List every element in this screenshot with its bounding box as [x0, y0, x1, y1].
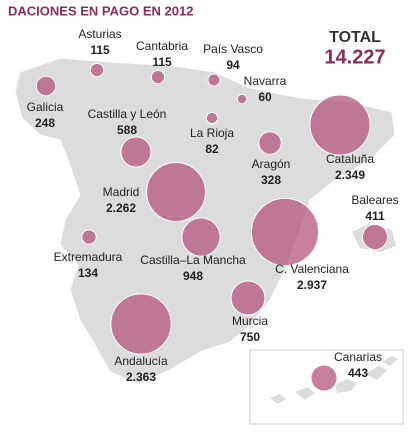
region-name: Castilla–La Mancha	[140, 253, 246, 267]
region-value: 2.262	[106, 201, 136, 215]
region-value: 948	[183, 269, 203, 283]
region-bubble	[258, 131, 282, 155]
region-bubble	[146, 162, 206, 222]
region-name: Extremadura	[54, 250, 123, 264]
region-value: 2.937	[297, 278, 327, 292]
region-name: Galicia	[27, 100, 64, 114]
total-label: TOTAL	[329, 29, 381, 46]
region-value: 60	[258, 90, 272, 104]
region-value: 443	[348, 366, 368, 380]
title: DACIONES EN PAGO EN 2012	[8, 3, 193, 18]
region-bubble	[309, 94, 371, 156]
region-bubble	[310, 364, 338, 392]
region-value: 82	[205, 142, 219, 156]
region-value: 750	[240, 330, 260, 344]
region-bubble	[181, 217, 221, 257]
region-value: 94	[226, 58, 240, 72]
region-name: Cataluña	[326, 152, 374, 166]
region-bubble	[250, 197, 320, 267]
region-value: 248	[35, 116, 55, 130]
region-value: 328	[261, 173, 281, 187]
region-bubble	[236, 93, 248, 105]
region-value: 115	[152, 55, 172, 69]
region-name: Aragón	[252, 157, 291, 171]
region-name: Canarias	[334, 350, 382, 364]
region-value: 2.363	[126, 370, 156, 384]
region-value: 115	[90, 43, 110, 57]
region-name: Baleares	[351, 193, 398, 207]
region-value: 2.349	[335, 168, 365, 182]
region-bubble	[120, 136, 152, 168]
region-name: Cantabria	[136, 39, 188, 53]
region-bubble	[230, 280, 266, 316]
region-bubble	[361, 223, 389, 251]
region-name: Navarra	[244, 74, 287, 88]
canarias-shape	[270, 356, 398, 404]
region-value: 411	[365, 209, 385, 223]
total-value: 14.227	[324, 46, 385, 68]
region-bubble	[205, 111, 219, 125]
region-bubble	[150, 69, 166, 85]
region-name: C. Valenciana	[275, 262, 349, 276]
region-bubble	[110, 293, 172, 355]
region-bubble	[89, 62, 105, 78]
region-value: 588	[117, 123, 137, 137]
region-bubble	[35, 75, 57, 97]
region-bubble	[207, 73, 221, 87]
region-bubble	[81, 229, 97, 245]
region-name: La Rioja	[190, 126, 234, 140]
region-value: 134	[78, 266, 98, 280]
region-name: Asturias	[78, 27, 121, 41]
region-name: Murcia	[232, 314, 268, 328]
region-name: Castilla y León	[88, 107, 167, 121]
region-name: Andalucía	[114, 354, 168, 368]
region-name: País Vasco	[203, 42, 263, 56]
region-name: Madrid	[103, 185, 140, 199]
